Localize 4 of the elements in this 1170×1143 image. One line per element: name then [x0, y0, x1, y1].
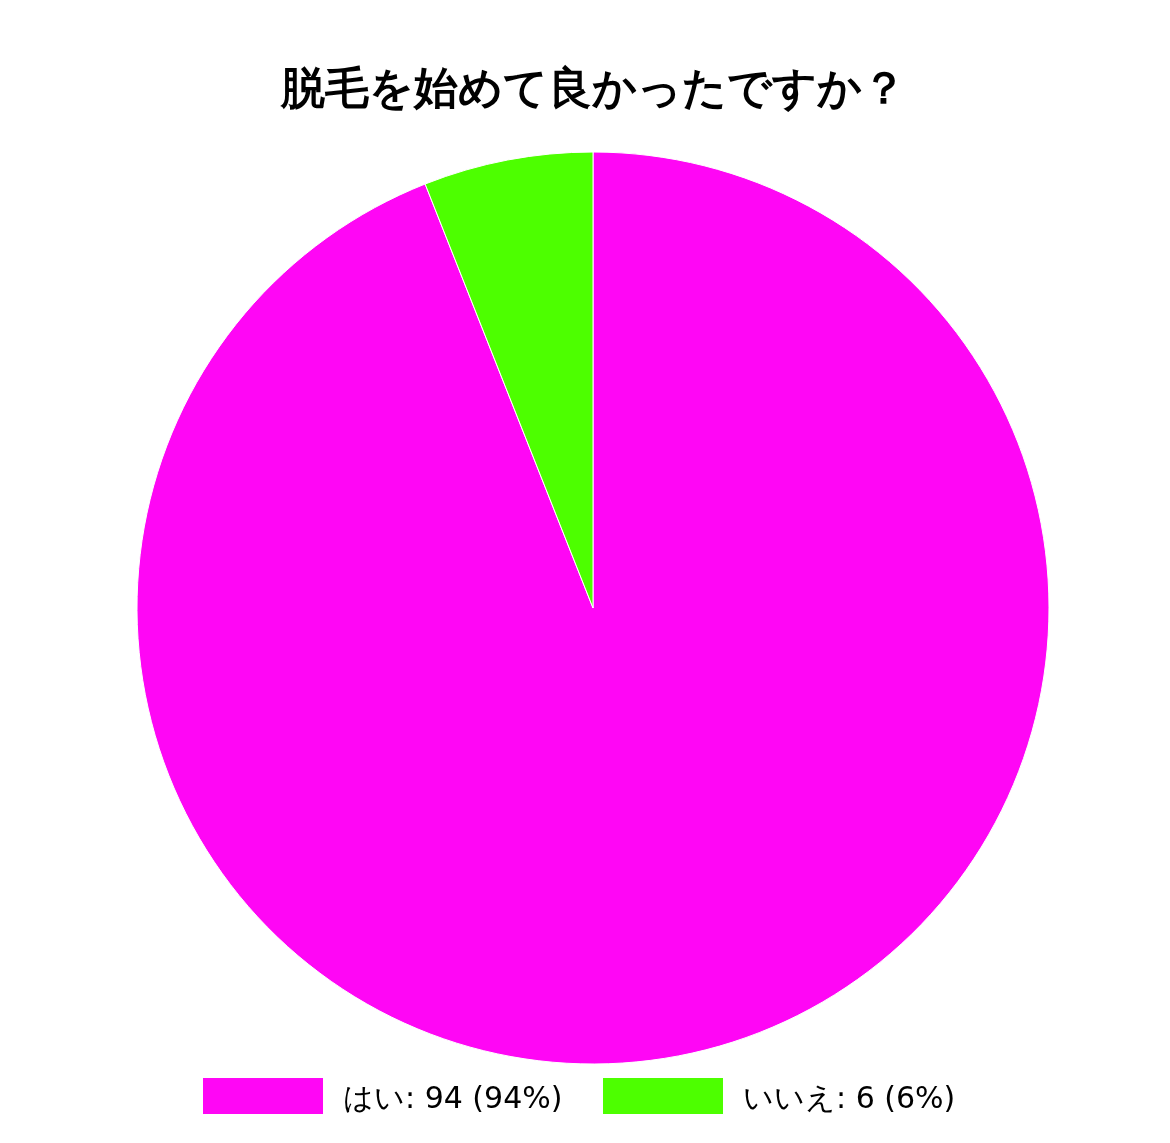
chart-title: 脱毛を始めて良かったですか？ — [279, 62, 906, 113]
legend-label: はい: 94 (94%) — [343, 1080, 563, 1115]
legend-label: いいえ: 6 (6%) — [743, 1080, 956, 1115]
pie-slice — [136, 151, 1050, 1064]
